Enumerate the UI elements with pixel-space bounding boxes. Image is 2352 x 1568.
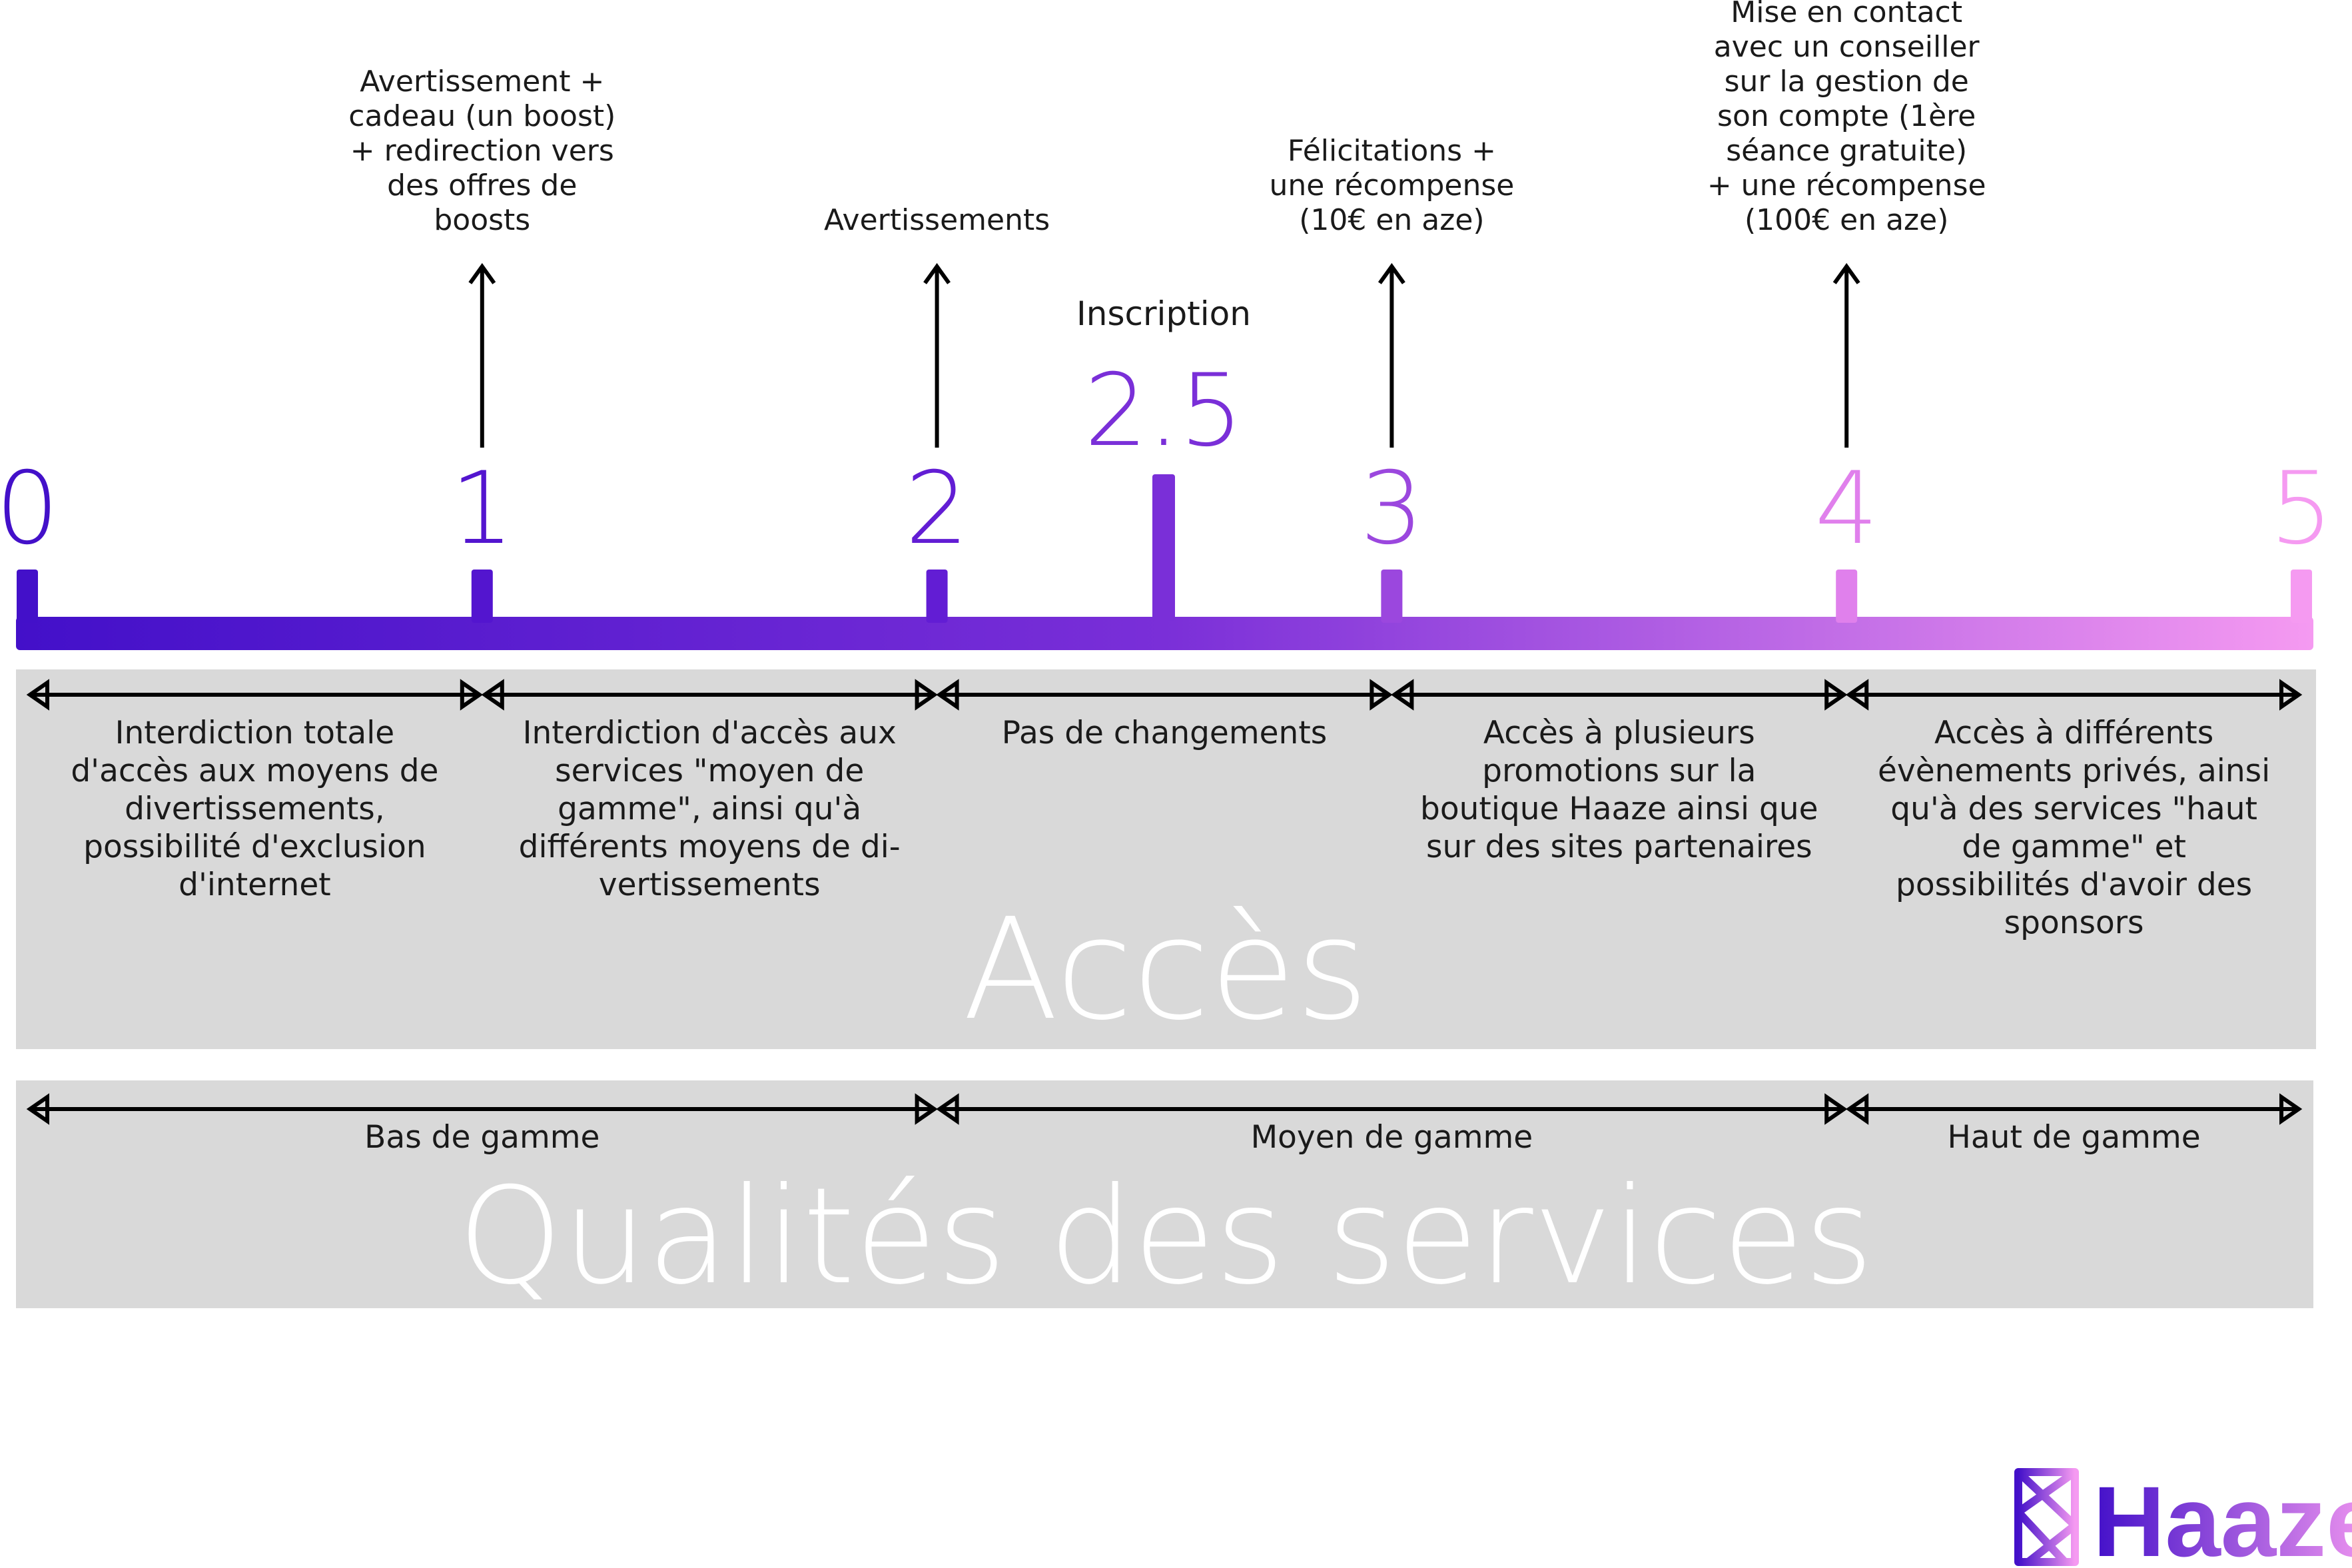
- access-range-text-line: sponsors: [2004, 905, 2144, 941]
- tick-label-5: 5: [2269, 451, 2333, 567]
- midpoint-marker: [1152, 474, 1175, 621]
- access-range-text-line: sur des sites partenaires: [1426, 829, 1812, 865]
- arrow-head-up-icon: [1377, 262, 1405, 284]
- arrow-head-left-icon: [1845, 679, 1869, 711]
- consequence-text-line: (100€ en aze): [1745, 203, 1948, 237]
- arrow-head-right-icon: [2279, 1093, 2303, 1125]
- consequence-text-line: Avertissements: [824, 203, 1050, 237]
- tick-mark-3: [1381, 570, 1403, 623]
- access-range-text-line: Accès à plusieurs: [1483, 715, 1755, 751]
- arrow-head-left-icon: [936, 679, 959, 711]
- arrow-head-left-icon: [26, 1093, 49, 1125]
- tick-mark-5: [2291, 570, 2312, 623]
- access-range-text-line: vertissements: [599, 867, 821, 903]
- arrow-head-right-icon: [915, 679, 938, 711]
- midpoint-caption: Inscription: [1076, 294, 1251, 333]
- access-range-text-line: Interdiction totale: [115, 715, 395, 751]
- consequence-text-line: une récompense: [1269, 169, 1514, 202]
- access-title: Accès: [963, 888, 1369, 1051]
- access-range-text-line: divertissements,: [125, 791, 385, 827]
- access-range-text-line: évènements privés, ainsi: [1878, 753, 2270, 789]
- access-range-text-line: possibilités d'avoir des: [1896, 867, 2252, 903]
- consequence-text-line: boosts: [434, 203, 530, 237]
- access-range-text-line: promotions sur la: [1482, 753, 1756, 789]
- access-range-text-line: possibilité d'exclusion: [83, 829, 426, 865]
- consequence-texts: Avertissement +cadeau (un boost)+ redire…: [348, 0, 1986, 237]
- consequence-text-line: son compte (1ère: [1717, 99, 1976, 133]
- access-range-text-line: d'accès aux moyens de: [71, 753, 438, 789]
- arrow-head-left-icon: [936, 1093, 959, 1125]
- consequence-text-line: Avertissement +: [360, 65, 604, 99]
- access-range-arrows: [26, 679, 2303, 711]
- consequence-text-line: cadeau (un boost): [348, 99, 615, 133]
- access-panel: [16, 669, 2316, 1049]
- tick-label-2: 2: [905, 451, 969, 567]
- tick-mark-2: [926, 570, 948, 623]
- haaze-logo: Haaze: [2014, 1465, 2352, 1568]
- quality-title: Qualités des services: [458, 1159, 1874, 1314]
- access-range-text-line: différents moyens de di-: [519, 829, 901, 865]
- arrow-head-right-icon: [460, 679, 484, 711]
- consequence-arrows: [468, 262, 1860, 448]
- arrow-head-up-icon: [1832, 262, 1860, 284]
- consequence-text-line: + une récompense: [1707, 169, 1986, 202]
- arrow-head-right-icon: [915, 1093, 938, 1125]
- tick-label-3: 3: [1360, 451, 1423, 567]
- access-range-text-line: boutique Haaze ainsi que: [1420, 791, 1818, 827]
- consequence-text-line: avec un conseiller: [1714, 30, 1980, 64]
- access-range-text-line: Accès à différents: [1934, 715, 2213, 751]
- arrow-head-right-icon: [2279, 679, 2303, 711]
- consequence-text-line: des offres de: [387, 169, 577, 202]
- quality-range-label: Bas de gamme: [364, 1119, 599, 1156]
- consequence-text-line: séance gratuite): [1726, 134, 1967, 168]
- haaze-logo-icon: [2014, 1468, 2079, 1566]
- quality-panel: [16, 1080, 2313, 1308]
- access-range-text-line: d'internet: [179, 867, 331, 903]
- tick-label-0: 0: [0, 451, 59, 567]
- midpoint-value: 2.5: [1084, 353, 1244, 469]
- consequence-text-line: (10€ en aze): [1299, 203, 1484, 237]
- access-range-text-line: Pas de changements: [1002, 715, 1328, 751]
- tick-mark-1: [471, 570, 493, 623]
- consequence-text-line: sur la gestion de: [1725, 65, 1969, 99]
- tick-mark-0: [17, 570, 38, 623]
- tick-labels: 0 1 2 3 4 5: [0, 451, 2333, 567]
- arrow-head-right-icon: [1370, 679, 1393, 711]
- haaze-logo-text: Haaze: [2093, 1465, 2352, 1568]
- scale-bar: [16, 617, 2313, 650]
- access-range-text-line: services "moyen de: [555, 753, 864, 789]
- quality-range-label: Haut de gamme: [1948, 1119, 2201, 1156]
- arrow-head-up-icon: [468, 262, 496, 284]
- access-range-text-line: de gamme" et: [1962, 829, 2186, 865]
- consequence-text-line: + redirection vers: [350, 134, 614, 168]
- access-range-text-line: Interdiction d'accès aux: [523, 715, 897, 751]
- consequence-text-line: Félicitations +: [1288, 134, 1496, 168]
- quality-range-arrows: [26, 1093, 2303, 1125]
- arrow-head-right-icon: [1824, 679, 1848, 711]
- access-range-text-line: gamme", ainsi qu'à: [558, 791, 861, 827]
- tick-mark-4: [1836, 570, 1858, 623]
- quality-range-label: Moyen de gamme: [1251, 1119, 1533, 1156]
- arrow-head-left-icon: [1391, 679, 1414, 711]
- access-range-text-line: qu'à des services "haut: [1890, 791, 2257, 827]
- arrow-head-left-icon: [481, 679, 504, 711]
- arrow-head-left-icon: [1845, 1093, 1869, 1125]
- arrow-head-right-icon: [1824, 1093, 1848, 1125]
- tick-label-4: 4: [1814, 451, 1878, 567]
- quality-range-texts: Bas de gamme Moyen de gamme Haut de gamme: [364, 1119, 2200, 1156]
- arrow-head-left-icon: [26, 679, 49, 711]
- tick-marks: [17, 570, 2312, 623]
- arrow-head-up-icon: [923, 262, 951, 284]
- consequence-text-line: Mise en contact: [1731, 0, 1962, 29]
- tick-label-1: 1: [450, 451, 514, 567]
